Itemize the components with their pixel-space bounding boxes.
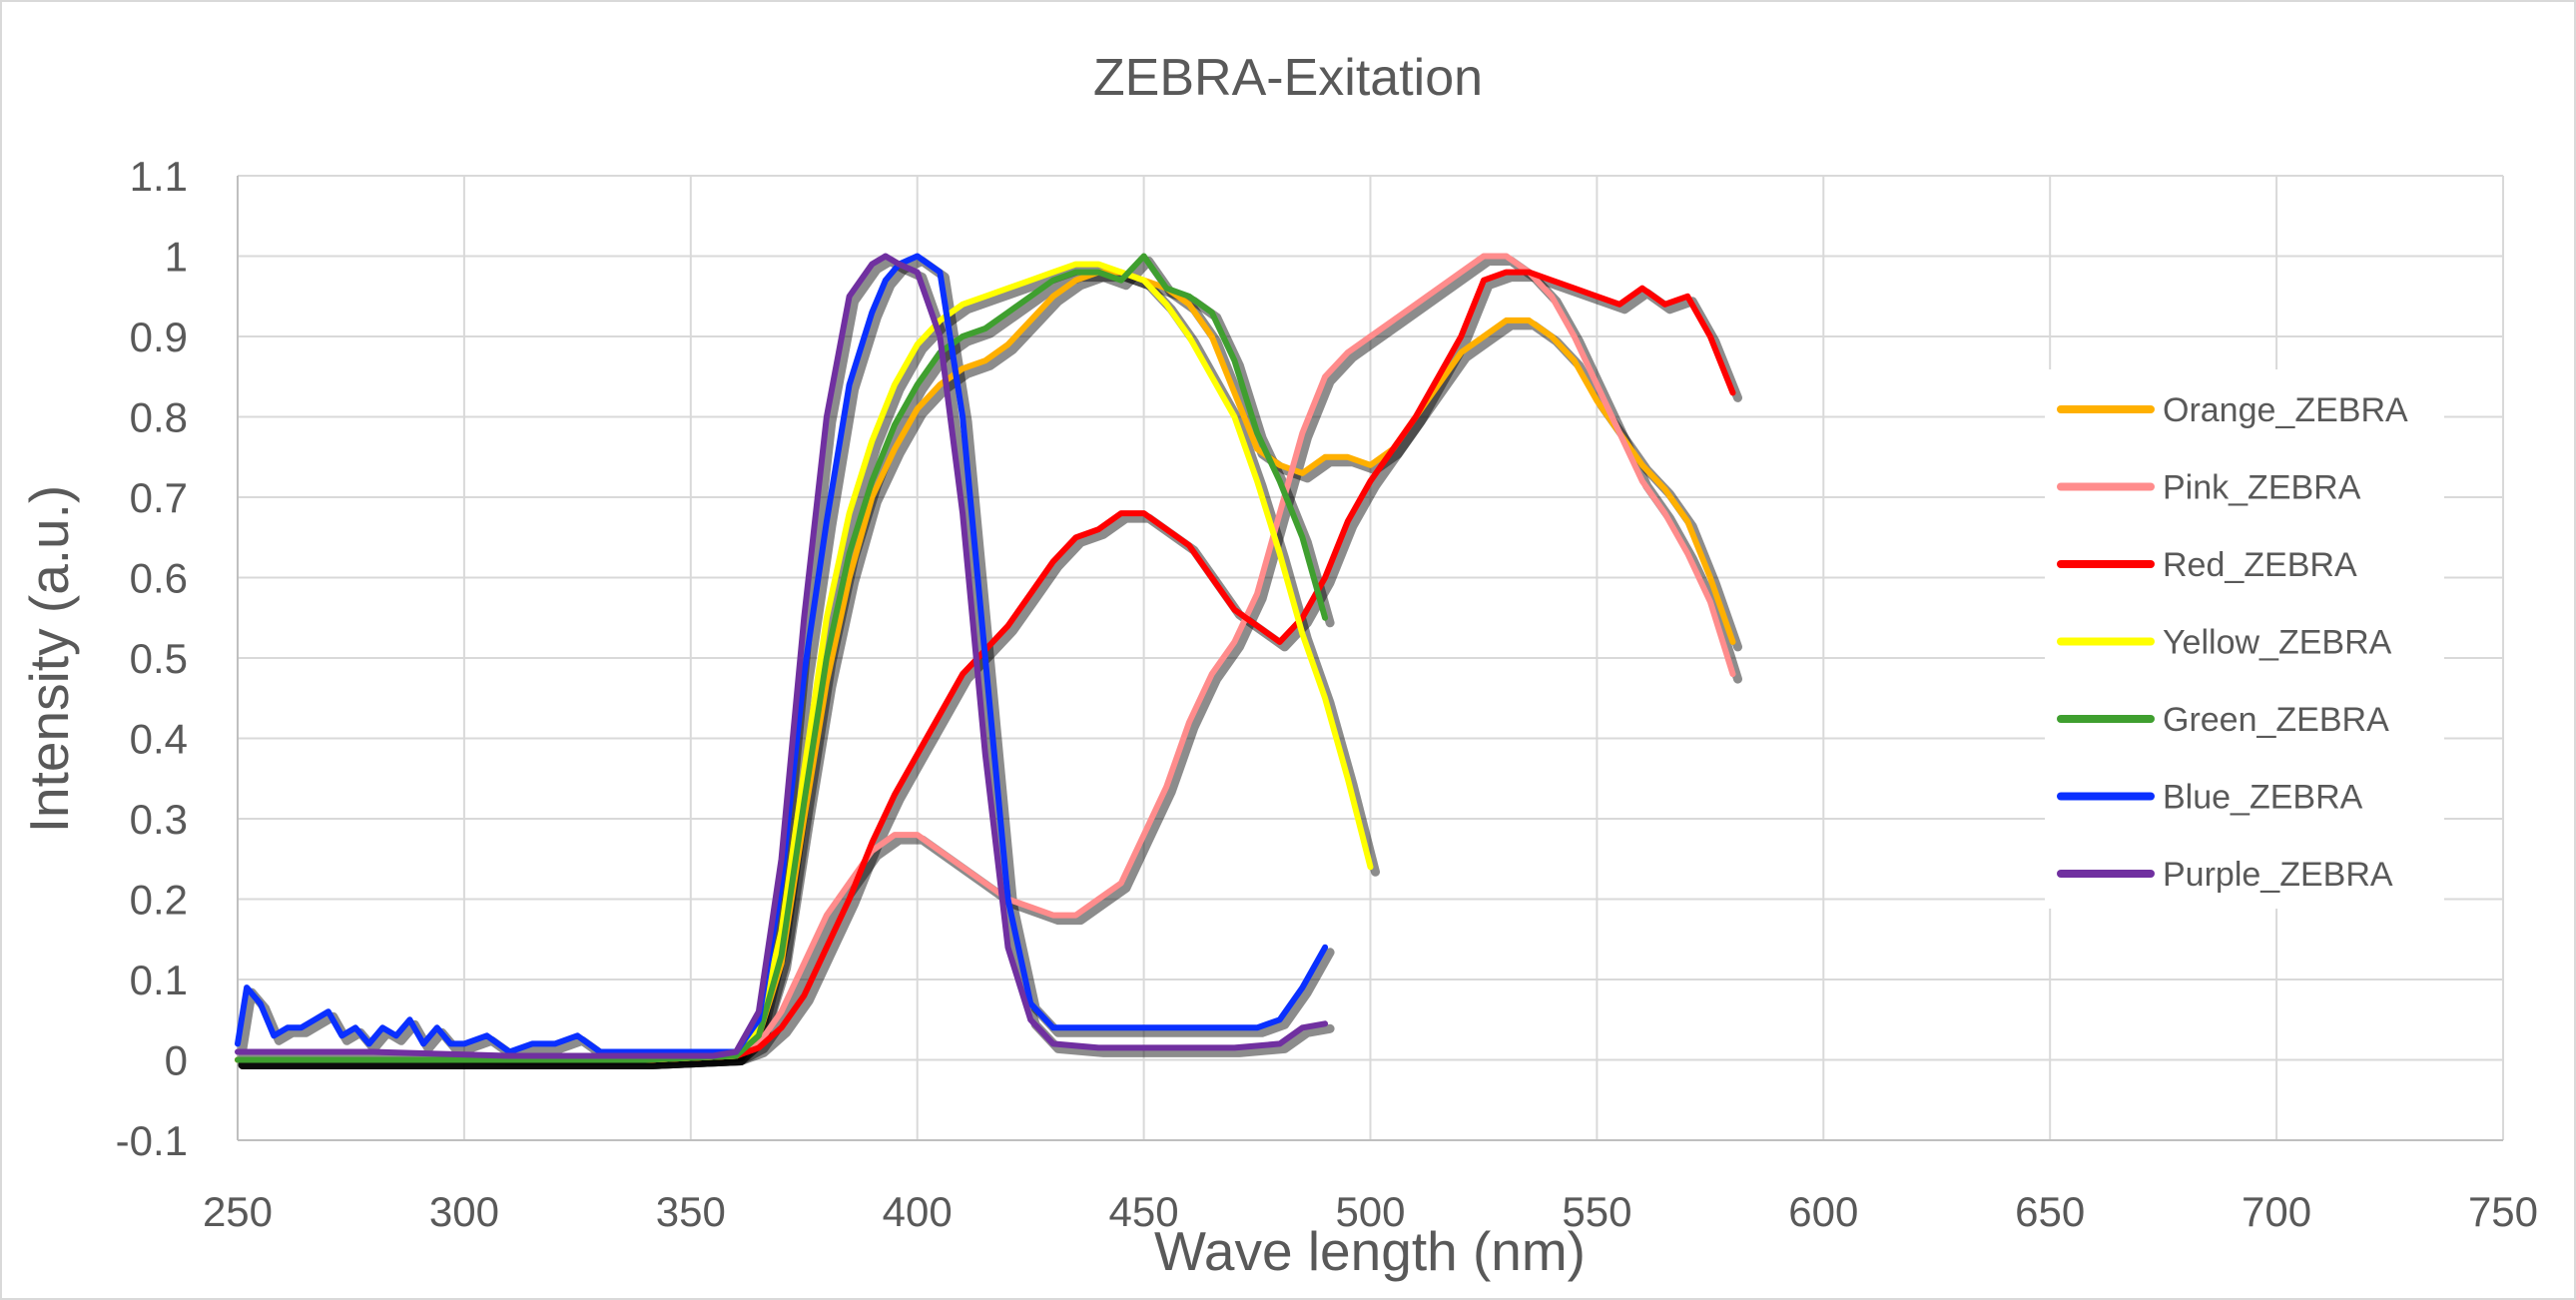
x-tick-label: 450 (1109, 1188, 1179, 1235)
x-axis-title: Wave length (nm) (1154, 1220, 1586, 1282)
series-line-purple-zebra (235, 253, 1329, 1059)
series-line-yellow-zebra (235, 261, 1374, 1063)
series-line-pink-zebra (235, 253, 1736, 1063)
y-tick-label: 0.7 (130, 474, 188, 521)
legend-label-green-zebra: Green_ZEBRA (2163, 701, 2389, 739)
legend-label-orange-zebra: Orange_ZEBRA (2163, 391, 2408, 429)
x-tick-label: 600 (1788, 1188, 1858, 1235)
legend: Orange_ZEBRA Pink_ZEBRA Red_ZEBRA Yellow_ZE… (2045, 369, 2444, 909)
legend-label-red-zebra: Red_ZEBRA (2163, 546, 2357, 584)
y-tick-label: 0.4 (130, 716, 188, 763)
x-tick-label: 750 (2468, 1188, 2538, 1235)
x-tick-label: 350 (656, 1188, 726, 1235)
y-tick-label: 0.1 (130, 957, 188, 1003)
y-tick-label: 1 (165, 234, 188, 281)
legend-label-purple-zebra: Purple_ZEBRA (2163, 856, 2393, 894)
x-tick-label: 650 (2015, 1188, 2085, 1235)
legend-label-blue-zebra: Blue_ZEBRA (2163, 779, 2363, 817)
legend-label-pink-zebra: Pink_ZEBRA (2163, 469, 2361, 507)
y-tick-label: -0.1 (116, 1117, 188, 1164)
y-tick-label: 0.2 (130, 877, 188, 924)
x-tick-label: 400 (883, 1188, 953, 1235)
x-axis-ticks: 250 300 350 400 450 500 550 600 650 700 750 (203, 1188, 2538, 1235)
y-tick-label: 0.8 (130, 394, 188, 441)
x-tick-label: 550 (1562, 1188, 1631, 1235)
x-tick-label: 300 (429, 1188, 499, 1235)
x-tick-label: 700 (2242, 1188, 2311, 1235)
x-tick-label: 500 (1335, 1188, 1405, 1235)
chart-title: ZEBRA-Exitation (1093, 49, 1483, 107)
legend-label-yellow-zebra: Yellow_ZEBRA (2163, 624, 2392, 662)
y-tick-label: 0.6 (130, 555, 188, 602)
series-line-orange-zebra (235, 269, 1736, 1063)
y-axis-title: Intensity (a.u.) (18, 485, 80, 833)
series-line-green-zebra (235, 253, 1329, 1063)
series-line-red-zebra (235, 269, 1736, 1063)
y-tick-label: 0.3 (130, 796, 188, 843)
y-tick-label: 0.5 (130, 635, 188, 682)
y-tick-label: 0 (165, 1037, 188, 1084)
x-tick-label: 250 (203, 1188, 273, 1235)
y-axis-ticks: -0.1 0 0.1 0.2 0.3 0.4 0.5 0.6 0.7 0.8 0.9 1 1.1 (116, 153, 188, 1164)
y-tick-label: 0.9 (130, 314, 188, 360)
series-lines (235, 253, 1742, 1069)
series-line-blue-zebra (235, 253, 1329, 1055)
y-tick-label: 1.1 (130, 153, 188, 200)
